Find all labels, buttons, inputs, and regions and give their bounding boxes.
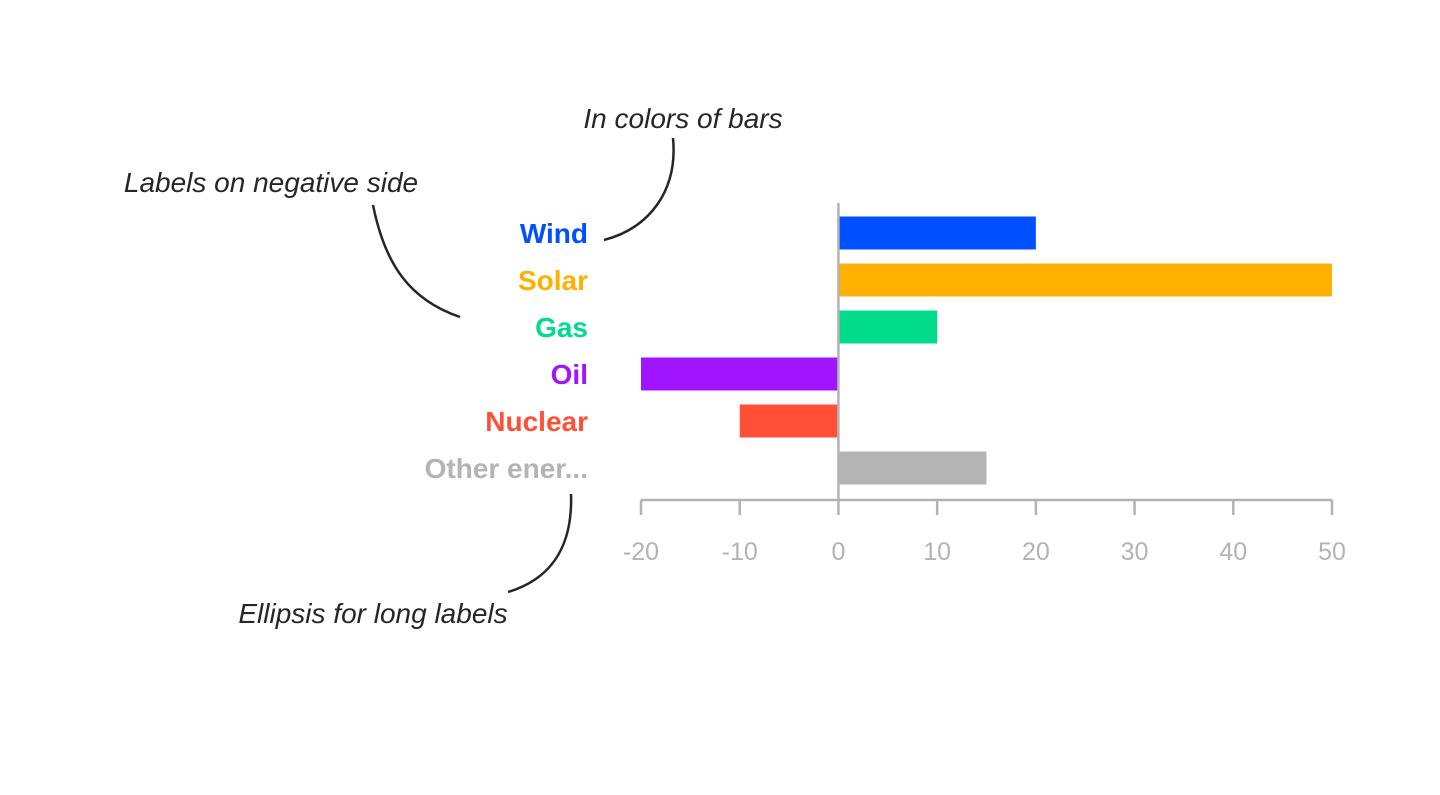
bars-group: [641, 216, 1332, 485]
callout-line-colors: [603, 137, 675, 242]
bar-4: [739, 404, 839, 438]
callout-line-ellipsis: [507, 493, 573, 594]
bar-2: [838, 310, 938, 344]
x-tick-label-5: 30: [1121, 538, 1149, 566]
x-tick-label-2: 0: [831, 538, 845, 566]
category-label-5: Other ener...: [425, 453, 588, 484]
category-label-1: Solar: [518, 265, 588, 296]
x-tick-label-4: 20: [1022, 538, 1050, 566]
category-label-3: Oil: [551, 359, 588, 390]
x-tick-label-1: -10: [722, 538, 758, 566]
annotation-colors: In colors of bars: [583, 103, 782, 134]
bar-5: [838, 451, 987, 485]
category-label-2: Gas: [535, 312, 588, 343]
category-labels-group: Wind Solar Gas Oil Nuclear Other ener...: [425, 218, 589, 484]
x-tick-label-7: 50: [1318, 538, 1346, 566]
annotation-ellipsis: Ellipsis for long labels: [238, 598, 507, 629]
category-label-4: Nuclear: [485, 406, 588, 437]
bar-3: [641, 357, 839, 391]
bar-1: [838, 263, 1332, 297]
bar-0: [838, 216, 1036, 250]
callout-line-negative-side: [371, 204, 461, 319]
x-tick-label-0: -20: [623, 538, 659, 566]
x-axis: -20 -10 0 10 20 30 40 50: [623, 203, 1346, 566]
x-tick-label-6: 40: [1219, 538, 1247, 566]
annotation-negative-side: Labels on negative side: [124, 167, 418, 198]
category-label-0: Wind: [520, 218, 588, 249]
x-tick-label-3: 10: [923, 538, 951, 566]
